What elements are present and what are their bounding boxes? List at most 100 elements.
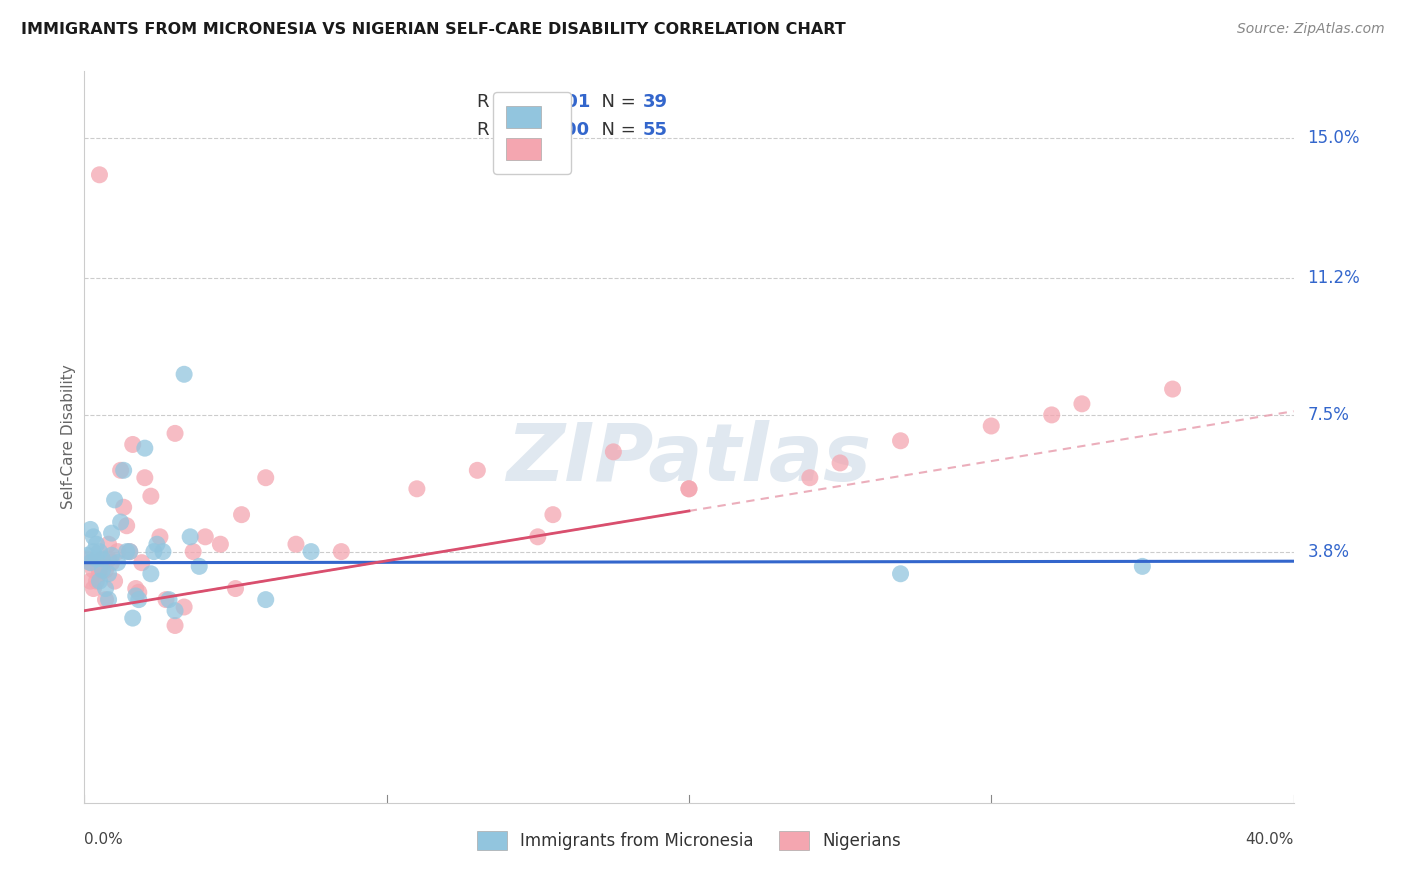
Point — [112, 500, 135, 515]
Point — [146, 537, 169, 551]
Point — [139, 489, 162, 503]
Point — [97, 537, 120, 551]
Point — [173, 600, 195, 615]
Point — [173, 368, 195, 382]
Point — [94, 582, 117, 596]
Point — [107, 544, 129, 558]
Text: 55: 55 — [643, 121, 668, 139]
Point — [602, 445, 624, 459]
Point — [330, 544, 353, 558]
Point — [125, 582, 148, 596]
Point — [406, 482, 429, 496]
Point — [118, 544, 141, 558]
Point — [179, 530, 201, 544]
Point — [97, 566, 120, 581]
Point — [181, 544, 204, 558]
Point — [799, 471, 821, 485]
Point — [142, 544, 165, 558]
Point — [91, 552, 114, 566]
Point — [107, 556, 129, 570]
Point — [86, 574, 108, 589]
Point — [89, 544, 111, 558]
Point — [82, 563, 104, 577]
Text: R =: R = — [478, 121, 516, 139]
Point — [299, 544, 322, 558]
Point — [152, 544, 174, 558]
Point — [131, 556, 153, 570]
Point — [155, 592, 177, 607]
Point — [76, 549, 98, 563]
Point — [112, 463, 135, 477]
Point — [115, 518, 138, 533]
Point — [97, 552, 120, 566]
Point — [89, 574, 111, 589]
Point — [194, 530, 217, 544]
Point — [79, 556, 101, 570]
Point — [100, 556, 122, 570]
Text: ZIPatlas: ZIPatlas — [506, 420, 872, 498]
Point — [1130, 559, 1153, 574]
Point — [254, 471, 277, 485]
Point — [188, 559, 211, 574]
Text: 39: 39 — [643, 93, 668, 112]
Point — [467, 463, 489, 477]
Point — [89, 168, 111, 182]
Point — [86, 552, 108, 566]
Point — [890, 566, 912, 581]
Point — [134, 471, 156, 485]
Point — [165, 426, 187, 441]
Point — [94, 592, 117, 607]
Text: -0.001: -0.001 — [526, 93, 591, 112]
Point — [97, 592, 120, 607]
Point — [1071, 397, 1094, 411]
Point — [678, 482, 700, 496]
Point — [82, 544, 104, 558]
Point — [115, 544, 138, 558]
Point — [165, 618, 187, 632]
Text: N =: N = — [589, 93, 641, 112]
Text: 11.2%: 11.2% — [1308, 269, 1360, 287]
Text: 0.300: 0.300 — [526, 121, 589, 139]
Point — [231, 508, 253, 522]
Point — [118, 544, 141, 558]
Text: N =: N = — [589, 121, 641, 139]
Text: IMMIGRANTS FROM MICRONESIA VS NIGERIAN SELF-CARE DISABILITY CORRELATION CHART: IMMIGRANTS FROM MICRONESIA VS NIGERIAN S… — [21, 22, 846, 37]
Point — [890, 434, 912, 448]
Point — [104, 574, 127, 589]
Point — [100, 549, 122, 563]
Text: Source: ZipAtlas.com: Source: ZipAtlas.com — [1237, 22, 1385, 37]
Point — [678, 482, 700, 496]
Point — [110, 463, 132, 477]
Text: 15.0%: 15.0% — [1308, 128, 1360, 147]
Text: 7.5%: 7.5% — [1308, 406, 1350, 424]
Text: 3.8%: 3.8% — [1308, 542, 1350, 560]
Point — [82, 530, 104, 544]
Point — [980, 419, 1002, 434]
Point — [79, 556, 101, 570]
Point — [527, 530, 550, 544]
Text: 40.0%: 40.0% — [1246, 832, 1294, 847]
Point — [1161, 382, 1184, 396]
Point — [110, 515, 132, 529]
Legend: Immigrants from Micronesia, Nigerians: Immigrants from Micronesia, Nigerians — [467, 821, 911, 860]
Point — [86, 556, 108, 570]
Point — [79, 523, 101, 537]
Point — [91, 552, 114, 566]
Y-axis label: Self-Care Disability: Self-Care Disability — [60, 365, 76, 509]
Point — [121, 437, 143, 451]
Point — [121, 611, 143, 625]
Text: R =: R = — [478, 93, 516, 112]
Point — [830, 456, 852, 470]
Point — [94, 563, 117, 577]
Point — [225, 582, 247, 596]
Point — [165, 604, 187, 618]
Point — [139, 566, 162, 581]
Point — [125, 589, 148, 603]
Text: 0.0%: 0.0% — [84, 832, 124, 847]
Point — [89, 566, 111, 581]
Point — [541, 508, 564, 522]
Point — [285, 537, 308, 551]
Point — [128, 592, 150, 607]
Point — [76, 552, 98, 566]
Point — [254, 592, 277, 607]
